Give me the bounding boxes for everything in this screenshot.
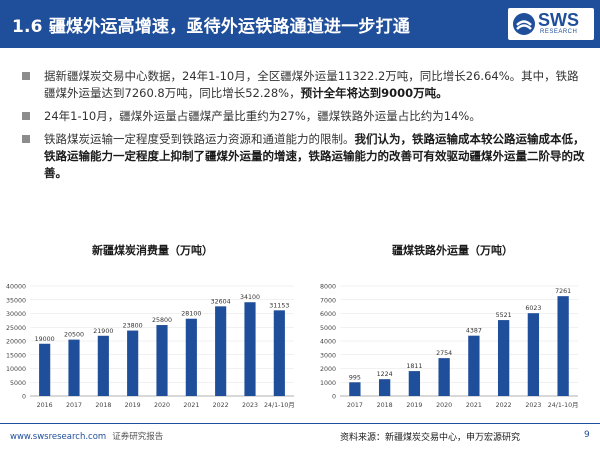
- data-label: 6023: [525, 305, 541, 312]
- x-tick-label: 2016: [37, 402, 53, 409]
- x-tick-label: 2022: [213, 402, 229, 409]
- bar: [68, 339, 80, 396]
- y-tick-label: 25000: [6, 325, 26, 332]
- y-tick-label: 30000: [6, 311, 26, 318]
- bullet-item: 24年1-10月，疆煤外运量占疆煤产量比重约为27%，疆煤铁路外运量占比约为14…: [22, 108, 587, 125]
- footer-site-info: www.swsresearch.com 证券研究报告: [10, 430, 163, 442]
- y-tick-label: 0: [332, 394, 336, 401]
- bullet-square-icon: [22, 135, 30, 143]
- y-tick-label: 6000: [320, 311, 336, 318]
- rail-outbound-chart: 0 1000 2000 3000 4000 5000 6000 7000 8000 995 2017…: [320, 284, 579, 410]
- x-tick-label: 2020: [154, 402, 170, 409]
- bar: [468, 335, 480, 396]
- x-tick-label: 2021: [466, 402, 482, 409]
- y-tick-label: 15000: [6, 352, 26, 359]
- x-tick-label: 2019: [125, 402, 141, 409]
- footer-divider: [0, 423, 600, 424]
- bar: [273, 310, 285, 396]
- x-tick-label: 2018: [95, 402, 111, 409]
- y-tick-label: 0: [22, 394, 26, 401]
- x-tick-label: 2023: [525, 402, 541, 409]
- bar: [156, 325, 168, 396]
- x-tick-label: 2021: [183, 402, 199, 409]
- data-label: 5521: [496, 312, 512, 319]
- data-label: 7261: [555, 288, 571, 295]
- x-tick-label: 2022: [496, 402, 512, 409]
- sws-logo-icon: [513, 13, 535, 35]
- bar: [497, 320, 510, 396]
- x-tick-label: 24/1-10月: [264, 401, 295, 409]
- bar: [557, 296, 569, 396]
- x-tick-label: 2019: [406, 402, 422, 409]
- bar: [349, 382, 361, 396]
- bullet-square-icon: [22, 112, 30, 120]
- bar: [39, 343, 51, 396]
- data-label: 28100: [181, 311, 201, 318]
- bar: [127, 330, 139, 396]
- data-label: 20500: [64, 332, 84, 339]
- y-tick-label: 1000: [320, 380, 336, 387]
- y-tick-label: 5000: [320, 325, 336, 332]
- y-tick-label: 35000: [6, 297, 26, 304]
- y-tick-label: 40000: [6, 284, 26, 291]
- x-tick-label: 2017: [347, 402, 363, 409]
- bar: [97, 335, 109, 396]
- chart-title-consumption: 新疆煤炭消费量（万吨）: [92, 244, 213, 257]
- bar: [185, 318, 197, 396]
- bar: [408, 371, 421, 396]
- logo-subtext: RESEARCH: [540, 29, 578, 35]
- x-tick-label: 24/1-10月: [548, 401, 579, 409]
- bar: [527, 313, 540, 396]
- bar: [438, 358, 450, 396]
- data-label: 1224: [377, 371, 393, 378]
- bullet-square-icon: [22, 72, 30, 80]
- data-label: 1811: [406, 363, 422, 370]
- sws-logo: SWS RESEARCH: [508, 8, 594, 40]
- bullet-bold-text: 预计全年将达到9000万吨。: [300, 86, 448, 100]
- bullet-text: 24年1-10月，疆煤外运量占疆煤产量比重约为27%，疆煤铁路外运量占比约为14…: [44, 109, 481, 123]
- y-tick-label: 3000: [320, 352, 336, 359]
- data-label: 32604: [211, 298, 231, 305]
- data-label: 21900: [93, 328, 113, 335]
- chart-title-rail-outbound: 疆煤铁路外运量（万吨）: [392, 244, 513, 257]
- bullet-bold-text: 我们认为，铁路运输成本较公路运输成本低，铁路运输能力一定程度上抑制了疆煤外运量的…: [44, 132, 585, 180]
- slide-header: 1.6 疆煤外运高增速，亟待外运铁路通道进一步打通 SWS RESEARCH: [0, 0, 600, 48]
- bullet-item: 铁路煤炭运输一定程度受到铁路运力资源和通道能力的限制。我们认为，铁路运输成本较公…: [22, 131, 587, 182]
- footer-site-link[interactable]: www.swsresearch.com: [10, 432, 107, 442]
- data-label: 995: [349, 374, 361, 381]
- bar: [215, 306, 227, 396]
- y-tick-label: 2000: [320, 366, 336, 373]
- data-label: 25800: [152, 317, 172, 324]
- y-tick-label: 5000: [10, 380, 26, 387]
- x-tick-label: 2020: [436, 402, 452, 409]
- bar: [378, 379, 391, 396]
- page-title: 1.6 疆煤外运高增速，亟待外运铁路通道进一步打通: [12, 17, 411, 37]
- data-label: 34100: [240, 294, 260, 301]
- page-number: 9: [584, 430, 590, 440]
- footer-report-label: 证券研究报告: [112, 432, 164, 442]
- coal-consumption-chart: 0 5000 10000 15000 20000 25000 30000 35000 40000…: [6, 284, 295, 410]
- data-label: 2754: [436, 350, 452, 357]
- bar: [244, 302, 256, 396]
- x-tick-label: 2023: [242, 402, 258, 409]
- data-label: 23800: [123, 323, 143, 330]
- bullet-list: 据新疆煤炭交易中心数据，24年1-10月，全区疆煤外运量11322.2万吨，同比…: [22, 68, 587, 188]
- y-tick-label: 8000: [320, 284, 336, 291]
- bullet-text: 据新疆煤炭交易中心数据，24年1-10月，全区疆煤外运量11322.2万吨，同比…: [44, 69, 579, 100]
- y-tick-label: 20000: [6, 339, 26, 346]
- data-source-note: 资料来源：新疆煤炭交易中心，申万宏源研究: [340, 433, 521, 443]
- bullet-item: 据新疆煤炭交易中心数据，24年1-10月，全区疆煤外运量11322.2万吨，同比…: [22, 68, 587, 102]
- x-tick-label: 2017: [66, 402, 82, 409]
- data-label: 4387: [466, 328, 482, 335]
- bullet-text: 铁路煤炭运输一定程度受到铁路运力资源和通道能力的限制。: [44, 132, 355, 146]
- y-tick-label: 10000: [6, 366, 26, 373]
- data-label: 19000: [35, 336, 55, 343]
- x-tick-label: 2018: [377, 402, 393, 409]
- y-tick-label: 7000: [320, 297, 336, 304]
- y-tick-label: 4000: [320, 339, 336, 346]
- logo-text: SWS: [538, 10, 580, 30]
- data-label: 31153: [269, 302, 289, 309]
